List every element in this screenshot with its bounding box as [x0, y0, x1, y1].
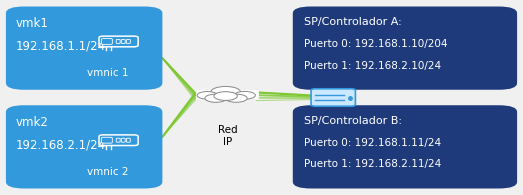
- Text: vmk2: vmk2: [15, 116, 48, 129]
- FancyBboxPatch shape: [101, 137, 112, 143]
- Text: Puerto 0: 192.168.1.10/204: Puerto 0: 192.168.1.10/204: [304, 39, 448, 49]
- Text: vmk1: vmk1: [15, 17, 48, 30]
- FancyBboxPatch shape: [293, 6, 517, 90]
- FancyBboxPatch shape: [196, 90, 259, 99]
- Text: SP/Controlador A:: SP/Controlador A:: [304, 17, 402, 27]
- Text: vmnic 2: vmnic 2: [87, 167, 128, 177]
- FancyBboxPatch shape: [6, 6, 163, 90]
- FancyBboxPatch shape: [293, 105, 517, 189]
- Circle shape: [211, 86, 241, 98]
- Text: 192.168.2.1/24: 192.168.2.1/24: [15, 138, 106, 151]
- Circle shape: [197, 91, 218, 99]
- Text: 192.168.1.1/24: 192.168.1.1/24: [15, 39, 106, 52]
- FancyBboxPatch shape: [6, 105, 163, 189]
- Circle shape: [234, 91, 255, 99]
- Circle shape: [205, 94, 227, 102]
- Text: Puerto 1: 192.168.2.11/24: Puerto 1: 192.168.2.11/24: [304, 160, 441, 169]
- Text: Red
IP: Red IP: [218, 125, 237, 147]
- Text: Puerto 0: 192.168.1.11/24: Puerto 0: 192.168.1.11/24: [304, 138, 441, 148]
- Circle shape: [225, 94, 247, 102]
- FancyBboxPatch shape: [311, 89, 356, 106]
- Text: vmnic 1: vmnic 1: [87, 68, 128, 78]
- Circle shape: [214, 92, 237, 100]
- Text: Puerto 1: 192.168.2.10/24: Puerto 1: 192.168.2.10/24: [304, 61, 441, 71]
- Text: SP/Controlador B:: SP/Controlador B:: [304, 116, 402, 126]
- FancyBboxPatch shape: [101, 39, 112, 44]
